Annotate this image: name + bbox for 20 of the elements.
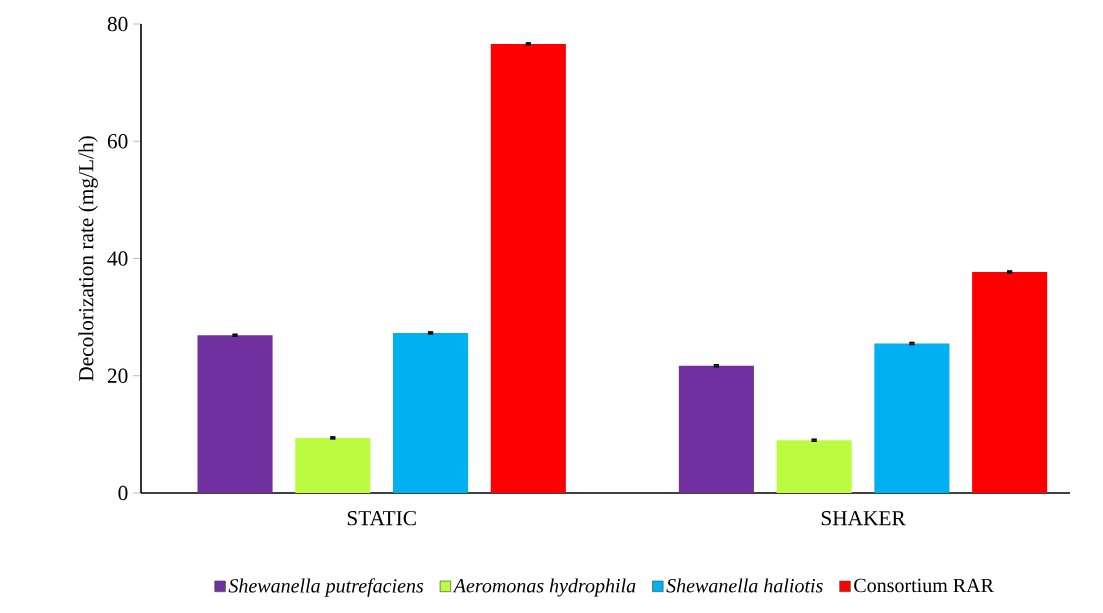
legend-label: Shewanella putrefaciens (228, 578, 424, 597)
x-tick-label: STATIC (347, 511, 416, 526)
y-tick-label: 60 (107, 134, 128, 149)
legend-label: Shewanella haliotis (666, 578, 823, 593)
y-tick-label: 40 (107, 251, 128, 266)
bar (776, 440, 852, 493)
bar (972, 271, 1048, 493)
x-tick-label: SHAKER (821, 511, 906, 526)
bar (678, 365, 754, 493)
legend-label: Consortium RAR (854, 578, 994, 593)
bar (874, 343, 950, 493)
y-tick-label: 0 (118, 485, 128, 501)
bar (197, 335, 273, 493)
bar (295, 437, 371, 493)
bar (393, 332, 469, 493)
bar (490, 43, 566, 493)
legend-label: Aeromonas hydrophila (452, 578, 636, 597)
y-axis-title: Decolorization rate (mg/L/h) (78, 136, 98, 382)
y-tick-label: 20 (107, 368, 128, 383)
y-tick-label: 80 (107, 16, 128, 32)
